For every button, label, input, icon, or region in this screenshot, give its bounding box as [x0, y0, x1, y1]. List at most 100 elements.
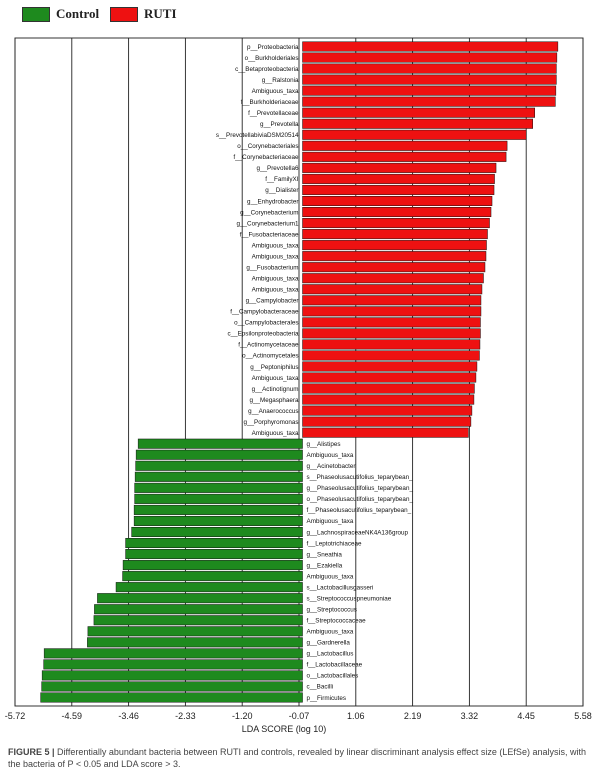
bar-control	[134, 493, 303, 504]
bar-ruti	[302, 195, 493, 206]
figure-caption: FIGURE 5 | Differentially abundant bacte…	[8, 746, 594, 770]
bar-control	[125, 549, 303, 560]
bar-ruti	[302, 273, 484, 284]
bar-label: s__Phaseolusacutifolius_teparybean_	[307, 474, 414, 481]
x-tick-label: -1.20	[232, 711, 253, 721]
bar-ruti	[302, 295, 482, 306]
legend-swatch-control	[22, 6, 50, 22]
bar-ruti	[302, 240, 487, 251]
x-tick-label: 1.06	[347, 711, 365, 721]
bar-ruti	[302, 118, 533, 129]
bar-control	[94, 604, 303, 615]
bar-label: g__Campylobacter	[246, 298, 299, 305]
bar-ruti	[302, 207, 492, 218]
bar-ruti	[302, 52, 558, 63]
bar-label: Ambiguous_taxa	[307, 518, 354, 525]
bar-label: p__Firmicutes	[307, 695, 347, 702]
bar-label: f__Corynebacteriaceae	[233, 154, 299, 161]
bar-label: g__Alistipes	[307, 441, 341, 448]
x-tick-label: -5.72	[5, 711, 26, 721]
bar-label: g__Phaseolusacutifolius_teparybean_	[307, 485, 414, 492]
bar-ruti	[302, 394, 475, 405]
bar-ruti	[302, 427, 469, 438]
x-tick-label: -4.59	[62, 711, 83, 721]
x-tick-label: -2.33	[175, 711, 196, 721]
bar-control	[115, 582, 303, 593]
bar-ruti	[302, 151, 507, 162]
bar-ruti	[302, 63, 557, 74]
bar-label: f__Leptotrichiaceae	[307, 540, 362, 547]
legend-item-ruti: RUTI	[110, 6, 177, 22]
bar-control	[93, 615, 303, 626]
bar-ruti	[302, 184, 495, 195]
bar-ruti	[302, 162, 497, 173]
bar-control	[43, 648, 303, 659]
bar-label: s__Lactobacillusgasseri	[307, 584, 374, 591]
x-tick-label: 5.58	[574, 711, 592, 721]
bar-label: c__Epsilonproteobacteria	[227, 331, 299, 338]
bar-label: Ambiguous_taxa	[307, 629, 354, 636]
bar-ruti	[302, 173, 495, 184]
bar-ruti	[302, 41, 559, 52]
bar-control	[135, 460, 303, 471]
bar-ruti	[302, 383, 475, 394]
bar-label: c__Betaproteobacteria	[235, 66, 299, 73]
bar-label: f__Fusobacteriaceae	[240, 231, 299, 238]
bar-label: g__Ezakiella	[307, 562, 343, 569]
bar-label: f__Lactobacillaceae	[307, 662, 363, 669]
bar-control	[131, 526, 303, 537]
bar-control	[133, 515, 303, 526]
bar-ruti	[302, 96, 556, 107]
bar-label: o__Lactobacillales	[307, 673, 359, 680]
bar-control	[41, 681, 303, 692]
bar-ruti	[302, 306, 482, 317]
bar-label: o__Corynebacteriales	[237, 143, 298, 150]
bar-ruti	[302, 317, 481, 328]
bar-label: g__Megasphaera	[250, 397, 300, 404]
bar-label: f__Prevotellaceae	[248, 110, 299, 117]
bar-label: f__Actinomycetaceae	[238, 342, 299, 349]
caption-figure-label: FIGURE 5 |	[8, 747, 55, 757]
bar-ruti	[302, 229, 488, 240]
bar-label: Ambiguous_taxa	[252, 275, 299, 282]
x-tick-label: 4.45	[517, 711, 535, 721]
bar-ruti	[302, 350, 480, 361]
bar-label: g__Ralstonia	[262, 77, 299, 84]
bar-ruti	[302, 405, 473, 416]
bar-label: g__Sneathia	[307, 551, 343, 558]
bar-ruti	[302, 339, 481, 350]
bar-ruti	[302, 74, 557, 85]
bar-label: Ambiguous_taxa	[252, 375, 299, 382]
caption-text: Differentially abundant bacteria between…	[8, 747, 586, 769]
bar-label: g__Gardnerella	[307, 640, 351, 647]
bar-ruti	[302, 218, 490, 229]
bar-control	[97, 593, 303, 604]
bar-control	[43, 659, 303, 670]
bar-label: g__Prevotella	[260, 121, 299, 128]
bar-label: s__PrevotellabiviaDSM20514	[216, 132, 299, 139]
bar-label: f__Streptococcaceae	[307, 618, 367, 625]
x-tick-label: 3.32	[461, 711, 479, 721]
bar-control	[133, 504, 303, 515]
bar-control	[122, 571, 303, 582]
bar-label: o__Phaseolusacutifolius_teparybean_	[307, 496, 414, 503]
bar-label: g__Porphyromonas	[244, 419, 299, 426]
bar-label: g__Corynebacterium1	[237, 220, 299, 227]
bar-control	[122, 560, 303, 571]
bar-control	[135, 449, 303, 460]
bar-label: g__Dialister	[265, 187, 298, 194]
bar-label: g__Prevotella6	[257, 165, 300, 172]
bar-control	[87, 637, 303, 648]
bar-ruti	[302, 284, 483, 295]
bar-label: f__FamilyXI	[265, 176, 298, 183]
bar-label: c__Bacilli	[307, 684, 334, 691]
bar-label: g__Lactobacillus	[307, 651, 354, 658]
bar-label: s__Streptococcuspneumoniae	[307, 595, 392, 602]
bar-label: g__LachnospiraceaeNK4A136group	[307, 529, 409, 536]
bar-label: g__Acinetobacter	[307, 463, 356, 470]
lefse-bar-chart: -5.72 -4.59 -3.46 -2.33 -1.20 -0.07 1.06 2.19 3.…	[5, 37, 592, 734]
x-tick-label: -0.07	[289, 711, 310, 721]
bar-label: Ambiguous_taxa	[252, 287, 299, 294]
bar-label: g__Enhydrobacter	[247, 198, 298, 205]
bar-label: Ambiguous_taxa	[252, 88, 299, 95]
